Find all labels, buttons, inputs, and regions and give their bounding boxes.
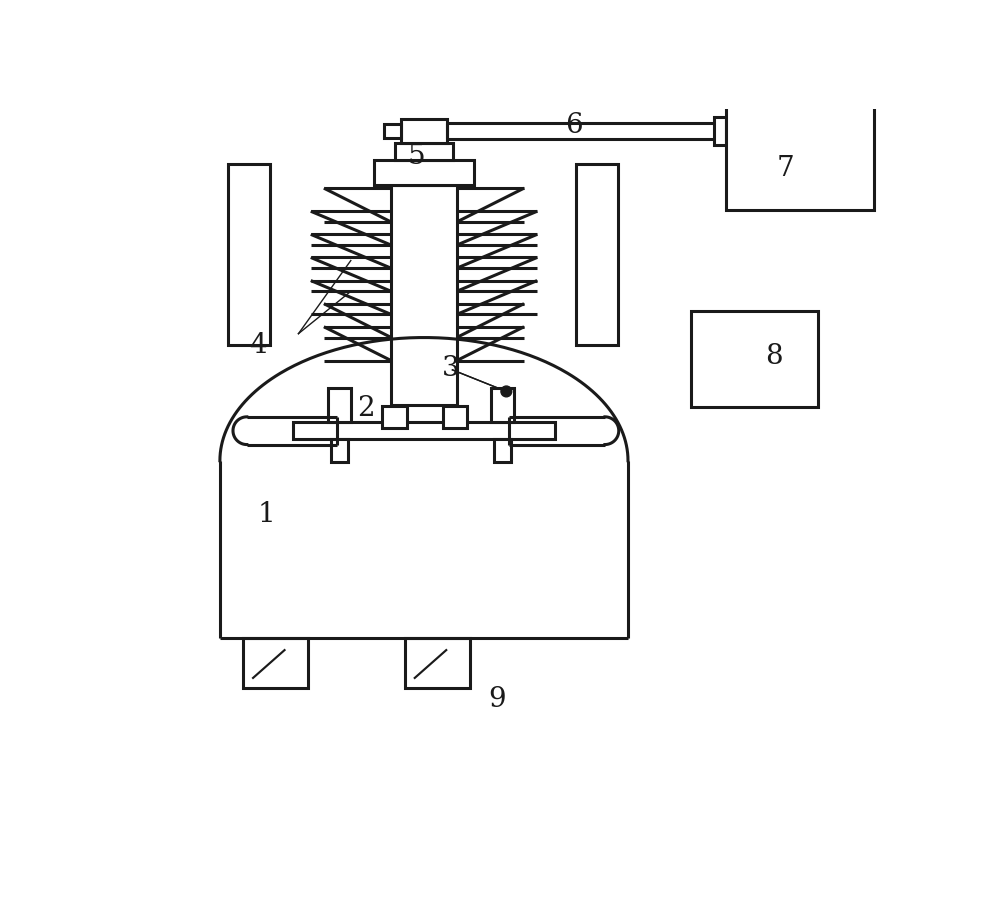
Bar bbox=[494, 439, 511, 463]
Circle shape bbox=[501, 386, 512, 397]
Bar bbox=[384, 124, 401, 138]
Bar bbox=[293, 423, 555, 439]
Text: 4: 4 bbox=[250, 332, 267, 359]
Text: 6: 6 bbox=[565, 112, 583, 140]
Bar bbox=[328, 387, 351, 423]
Bar bbox=[726, 104, 874, 210]
Text: 8: 8 bbox=[765, 343, 783, 370]
Bar bbox=[443, 406, 467, 427]
Bar bbox=[401, 119, 447, 143]
Bar bbox=[576, 164, 618, 346]
Text: 9: 9 bbox=[488, 686, 506, 713]
Bar bbox=[228, 164, 270, 346]
Bar bbox=[243, 638, 308, 688]
Bar bbox=[391, 185, 457, 405]
Text: 2: 2 bbox=[357, 395, 375, 422]
Bar bbox=[691, 310, 818, 407]
Bar bbox=[331, 439, 348, 463]
Text: 1: 1 bbox=[257, 502, 275, 528]
Bar bbox=[405, 638, 470, 688]
Text: 5: 5 bbox=[407, 143, 425, 171]
Bar bbox=[374, 161, 474, 185]
Bar bbox=[491, 387, 514, 423]
Bar bbox=[395, 143, 453, 161]
Text: 3: 3 bbox=[442, 355, 460, 382]
Bar bbox=[382, 406, 407, 427]
Bar bbox=[714, 117, 726, 145]
Text: 7: 7 bbox=[777, 154, 795, 181]
